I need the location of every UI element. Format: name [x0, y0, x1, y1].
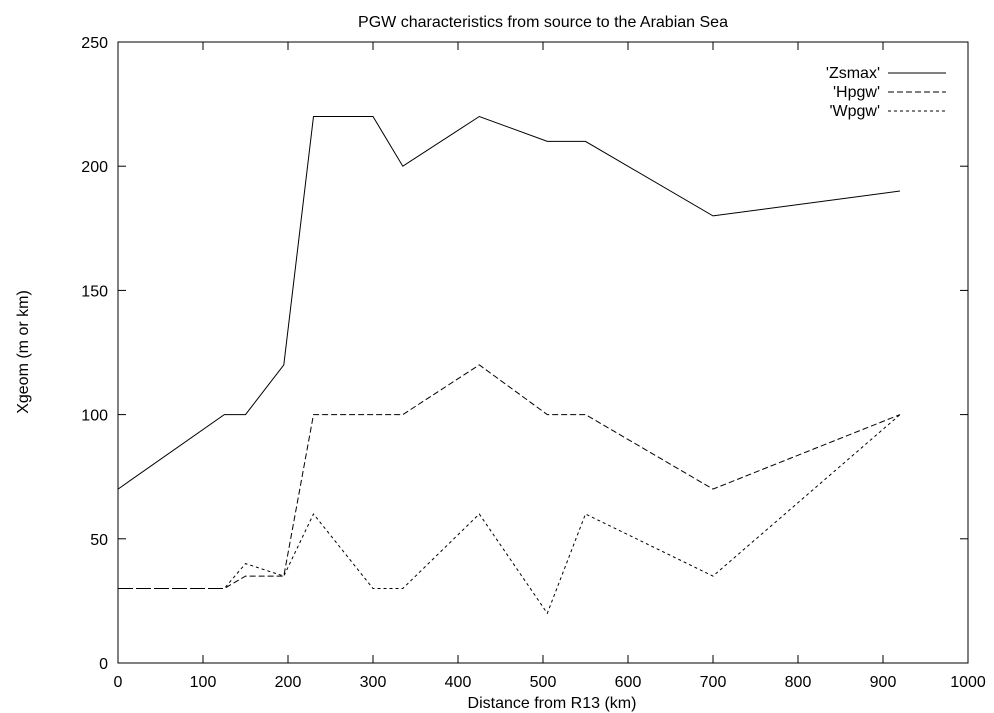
series-line-zsmax	[117, 115, 901, 490]
series-line-hpgw	[118, 364, 901, 589]
y-tick-label: 0	[99, 656, 108, 673]
y-tick-label: 100	[81, 408, 108, 425]
y-tick-labels: 0 50 100 150 200 250	[81, 35, 108, 673]
chart-title: PGW characteristics from source to the A…	[358, 14, 728, 31]
legend-label-hpgw: 'Hpgw'	[833, 84, 880, 101]
y-tick-label: 200	[81, 159, 108, 176]
x-tick-label: 300	[360, 674, 387, 691]
x-tick-label: 1000	[950, 674, 986, 691]
series-line-wpgw	[118, 414, 901, 615]
plot-frame	[117, 41, 969, 664]
legend-label-wpgw: 'Wpgw'	[829, 103, 880, 120]
x-tick-label: 700	[700, 674, 727, 691]
y-tick-label: 50	[90, 532, 108, 549]
axis-ticks	[117, 41, 969, 664]
y-tick-label: 150	[81, 283, 108, 300]
y-axis-title: Xgeom (m or km)	[15, 290, 32, 414]
y-tick-label: 250	[81, 35, 108, 52]
x-tick-label: 400	[445, 674, 472, 691]
legend-label-zsmax: 'Zsmax'	[826, 65, 880, 82]
x-tick-label: 200	[275, 674, 302, 691]
x-tick-label: 0	[114, 674, 123, 691]
x-tick-label: 800	[785, 674, 812, 691]
legend: 'Zsmax' 'Hpgw' 'Wpgw'	[826, 65, 946, 120]
series-lines	[117, 115, 901, 615]
x-tick-label: 600	[615, 674, 642, 691]
x-tick-label: 900	[870, 674, 897, 691]
x-tick-labels: 0 100 200 300 400 500 600 700 800 900 1000	[114, 674, 986, 691]
x-tick-label: 100	[190, 674, 217, 691]
x-tick-label: 500	[530, 674, 557, 691]
x-axis-title: Distance from R13 (km)	[468, 695, 637, 712]
